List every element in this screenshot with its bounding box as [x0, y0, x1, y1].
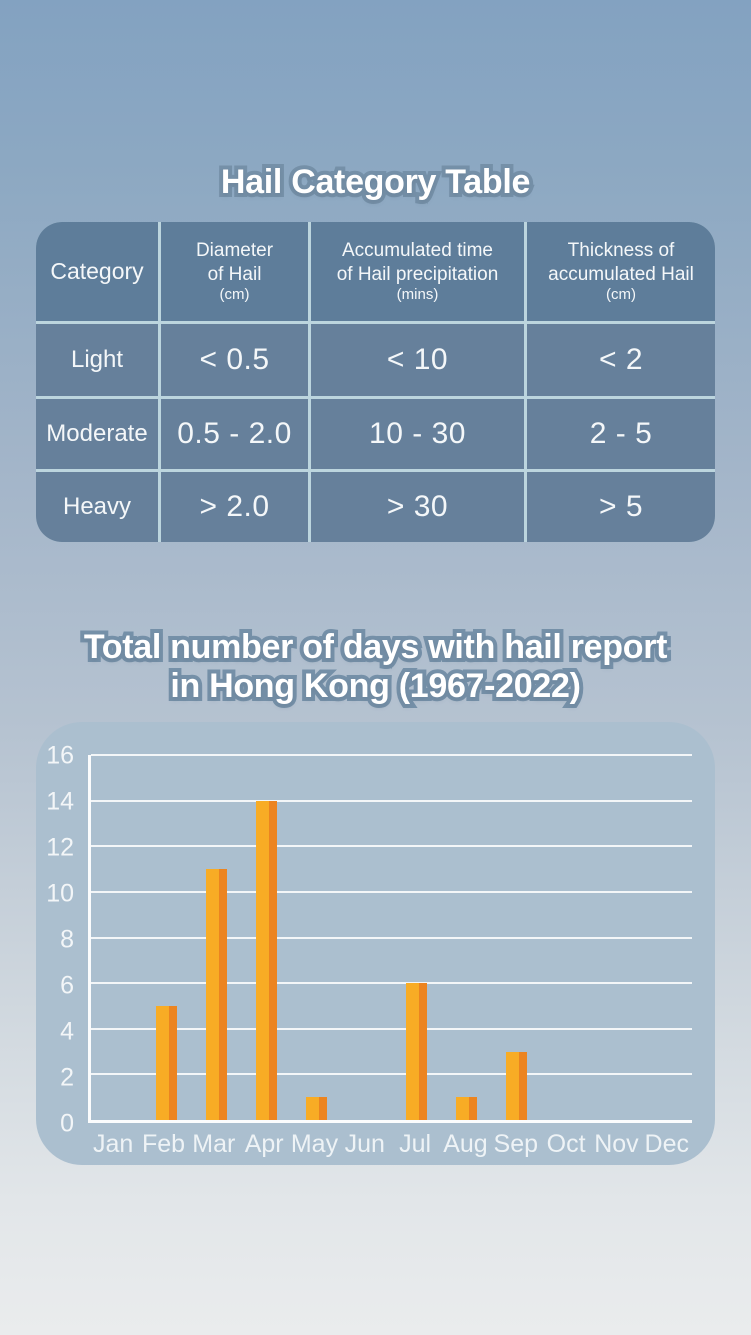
- table-cell-moderate-thickness: 2 - 5: [527, 399, 715, 469]
- plot-area: [88, 754, 692, 1123]
- chart-title-line1: Total number of days with hail report: [80, 624, 672, 670]
- table-cell-light-thickness: < 2: [527, 324, 715, 396]
- x-tick-label: Sep: [493, 1130, 539, 1158]
- x-tick-label: Apr: [244, 1130, 284, 1158]
- bar-slot: [91, 755, 141, 1120]
- gridline: [91, 799, 692, 802]
- cell-text: > 2.0: [199, 490, 270, 523]
- header-time-unit: (mins): [396, 285, 439, 303]
- gridline: [91, 1073, 692, 1076]
- y-tick-label: 12: [46, 833, 74, 862]
- bar-mar: [205, 869, 227, 1120]
- table-cell-heavy-category: Heavy: [36, 472, 158, 542]
- header-thickness-line2: accumulated Hail: [548, 263, 694, 285]
- gridline: [91, 936, 692, 939]
- bar-slot: [542, 755, 592, 1120]
- x-tick-label: Jul: [399, 1130, 432, 1158]
- bar-sep: [506, 1051, 528, 1120]
- cell-text: 0.5 - 2.0: [177, 417, 292, 450]
- table-cell-moderate-time: 10 - 30: [311, 399, 524, 469]
- table-cell-heavy-thickness: > 5: [527, 472, 715, 542]
- cell-text: Heavy: [62, 493, 132, 520]
- x-tick-label: Feb: [141, 1130, 186, 1158]
- bar-slot: [291, 755, 341, 1120]
- y-axis-labels: 0 2 4 6 8 10 12 14 16: [36, 742, 80, 1138]
- gridline: [91, 982, 692, 985]
- bar-slot: [241, 755, 291, 1120]
- x-tick-label: Oct: [546, 1130, 586, 1158]
- cell-text: < 2: [598, 343, 644, 376]
- gridline: [91, 845, 692, 848]
- x-tick-label: Mar: [192, 1130, 236, 1158]
- bar-aug: [456, 1097, 478, 1120]
- x-tick-label: Dec: [644, 1130, 689, 1158]
- table-cell-light-diameter: < 0.5: [161, 324, 308, 396]
- header-time-line2: of Hail precipitation: [336, 263, 499, 285]
- bar-slot: [191, 755, 241, 1120]
- cell-text: < 0.5: [199, 343, 270, 376]
- bar-chart-panel: 0 2 4 6 8 10 12 14 16 Jan Feb Mar Apr May Jun Jul Aug Se…: [36, 722, 715, 1165]
- header-diameter-line2: of Hail: [207, 263, 262, 285]
- x-tick-label: Nov: [594, 1130, 639, 1158]
- x-tick-label: Jun: [344, 1130, 385, 1158]
- bar-slot: [592, 755, 642, 1120]
- x-tick-label: May: [290, 1130, 339, 1158]
- header-category-label: Category: [50, 257, 144, 284]
- x-tick-label: Jan: [93, 1130, 134, 1158]
- cell-text: Light: [70, 346, 124, 373]
- cell-text: > 5: [598, 490, 644, 523]
- y-tick-label: 2: [60, 1063, 74, 1092]
- header-time-line1: Accumulated time: [341, 240, 493, 262]
- header-accumulated-time: Accumulated time of Hail precipitation (…: [311, 222, 524, 321]
- bar-feb: [155, 1005, 177, 1120]
- gridline: [91, 754, 692, 756]
- cell-text: 2 - 5: [589, 417, 653, 450]
- hail-category-table: Category Diameter of Hail (cm) Accumulat…: [36, 222, 715, 542]
- cell-text: < 10: [386, 343, 449, 376]
- bar-may: [305, 1097, 327, 1120]
- bar-jul: [406, 983, 427, 1120]
- gridline: [91, 890, 692, 893]
- y-tick-label: 8: [60, 925, 74, 954]
- y-tick-label: 0: [60, 1109, 74, 1138]
- bar-slot: [642, 755, 692, 1120]
- header-thickness: Thickness of accumulated Hail (cm): [527, 222, 715, 321]
- header-diameter-line1: Diameter: [195, 240, 274, 262]
- y-tick-label: 6: [60, 971, 74, 1000]
- cell-text: > 30: [386, 490, 449, 523]
- bar-apr: [255, 800, 277, 1120]
- table-cell-heavy-time: > 30: [311, 472, 524, 542]
- header-category: Category: [36, 222, 158, 321]
- chart-title-line2: in Hong Kong (1967-2022): [166, 663, 585, 709]
- y-tick-label: 14: [46, 787, 74, 816]
- y-tick-label: 16: [46, 741, 74, 770]
- header-thickness-unit: (cm): [606, 285, 636, 303]
- chart-title: Total number of days with hail report in…: [0, 624, 751, 710]
- bar-slot: [341, 755, 391, 1120]
- table-cell-moderate-category: Moderate: [36, 399, 158, 469]
- header-diameter: Diameter of Hail (cm): [161, 222, 308, 321]
- table-cell-light-category: Light: [36, 324, 158, 396]
- table-cell-light-time: < 10: [311, 324, 524, 396]
- cell-text: 10 - 30: [369, 417, 466, 450]
- y-tick-label: 10: [46, 879, 74, 908]
- bar-slot: [492, 755, 542, 1120]
- bar-slot: [141, 755, 191, 1120]
- x-tick-label: Aug: [443, 1130, 488, 1158]
- table-title: Hail Category Table: [217, 159, 535, 205]
- cell-text: Moderate: [46, 420, 148, 447]
- gridline: [91, 1027, 692, 1030]
- header-diameter-unit: (cm): [219, 285, 250, 303]
- bar-slot: [391, 755, 441, 1120]
- table-cell-moderate-diameter: 0.5 - 2.0: [161, 399, 308, 469]
- table-cell-heavy-diameter: > 2.0: [161, 472, 308, 542]
- header-thickness-line1: Thickness of: [567, 240, 675, 262]
- bars: [91, 755, 692, 1120]
- bar-slot: [442, 755, 492, 1120]
- y-tick-label: 4: [60, 1017, 74, 1046]
- x-axis-labels: Jan Feb Mar Apr May Jun Jul Aug Sep Oct Nov Dec: [88, 1130, 692, 1159]
